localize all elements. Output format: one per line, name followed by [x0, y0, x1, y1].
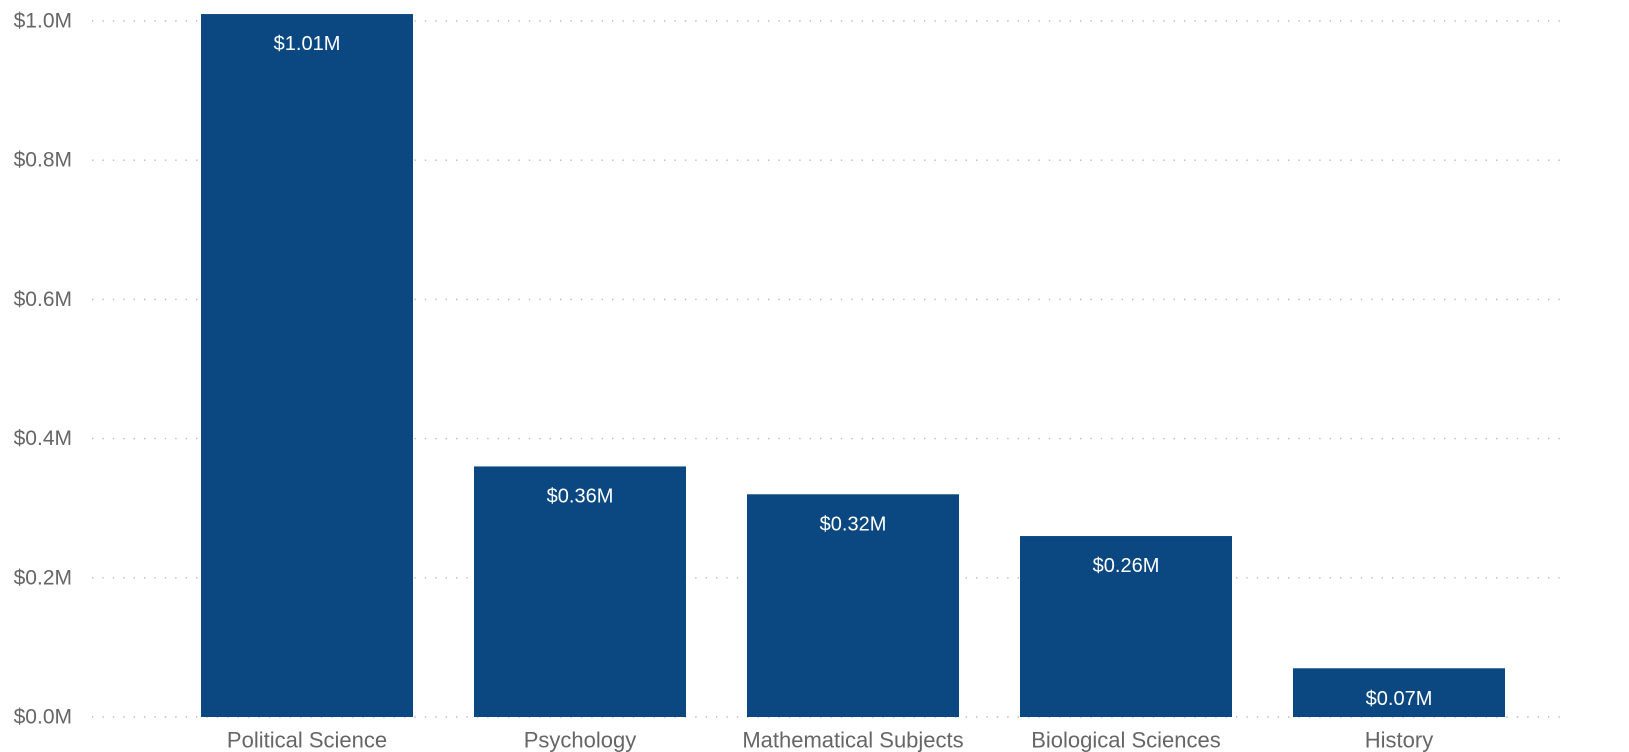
y-tick-label-3: $0.6M: [14, 288, 72, 311]
bar-0: [201, 14, 413, 718]
x-tick-label-0: Political Science: [227, 728, 387, 752]
y-tick-label-2: $0.4M: [14, 427, 72, 450]
x-tick-label-4: History: [1365, 728, 1433, 752]
data-label-0: $1.01M: [274, 33, 341, 55]
x-tick-label-3: Biological Sciences: [1031, 728, 1221, 752]
bar-4: [1293, 668, 1505, 717]
data-label-2: $0.32M: [820, 513, 887, 535]
bar-2: [747, 494, 959, 717]
bar-1: [474, 466, 686, 717]
data-label-3: $0.26M: [1093, 555, 1160, 577]
y-tick-label-0: $0.0M: [14, 706, 72, 729]
y-tick-label-1: $0.2M: [14, 566, 72, 589]
data-label-4: $0.07M: [1366, 688, 1433, 710]
y-tick-label-4: $0.8M: [14, 149, 72, 172]
y-axis: $0.0M $0.2M $0.4M $0.6M $0.8M $1.0M: [14, 10, 72, 729]
bars: $1.01M $0.36M $0.32M $0.26M $0.07M: [201, 14, 1505, 718]
x-tick-label-1: Psychology: [524, 728, 637, 752]
data-label-1: $0.36M: [547, 485, 614, 507]
y-tick-label-5: $1.0M: [14, 10, 72, 33]
bar-3: [1020, 536, 1232, 717]
x-tick-label-2: Mathematical Subjects: [742, 728, 963, 752]
x-axis: Political Science Psychology Mathematical …: [227, 728, 1433, 752]
